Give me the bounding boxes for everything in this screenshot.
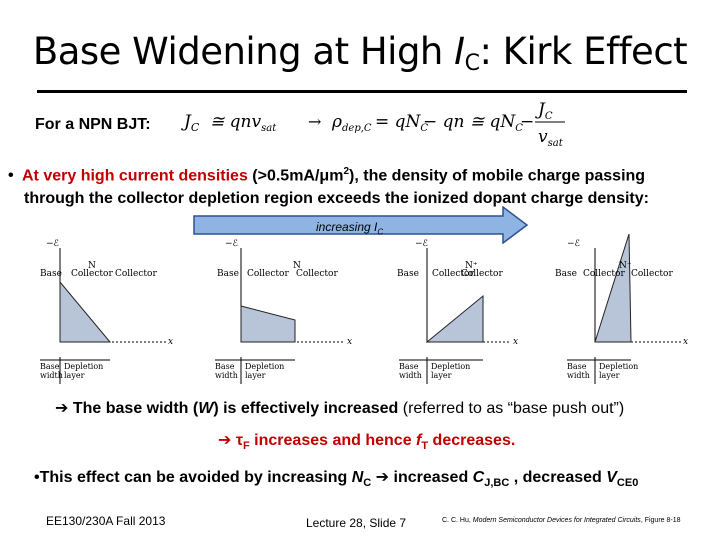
diagram-2-x-label: x xyxy=(347,337,352,347)
diagram-2-base: Base xyxy=(217,269,239,279)
diagram-3-collector2: Collector xyxy=(461,269,503,279)
slide-title: Base Widening at High IC: Kirk Effect xyxy=(32,30,688,76)
diagram-4-e-label: −ℰ xyxy=(567,239,581,249)
svg-text:Base: Base xyxy=(399,362,419,371)
eq-frac-num: JC xyxy=(535,100,553,122)
diagram-2-n-label: N xyxy=(293,261,301,271)
diagram-2: −ℰ x N Base Collector Collector Base wid… xyxy=(215,239,352,384)
increasing-ic-arrow xyxy=(193,206,528,244)
svg-text:layer: layer xyxy=(431,371,452,380)
svg-text:Base: Base xyxy=(215,362,235,371)
eq-rho: ρdep,C xyxy=(331,112,372,134)
bullet-kirk: • At very high current densities (>0.5mA/… xyxy=(8,166,649,208)
diagram-3-base: Base xyxy=(397,269,419,279)
avoid-note: •This effect can be avoided by increasin… xyxy=(34,469,639,490)
current-density-equation: JC ≅ qnvsat → ρdep,C = qNC − qn ≅ qNC − … xyxy=(181,100,565,148)
footer-slide-number: Lecture 28, Slide 7 xyxy=(306,516,407,530)
field-profile-diagrams: −ℰ x N Base Collector Collector Base wid… xyxy=(40,234,688,384)
svg-text:width: width xyxy=(567,371,590,380)
diagram-4-collector: Collector xyxy=(583,269,625,279)
eq-lhs: JC xyxy=(181,112,200,134)
svg-text:Depletion: Depletion xyxy=(245,362,284,371)
diagram-1-collector2: Collector xyxy=(115,269,157,279)
diagram-3-x-label: x xyxy=(513,337,518,347)
diagram-1: −ℰ x N Base Collector Collector Base wid… xyxy=(40,239,173,384)
diagram-1-e-label: −ℰ xyxy=(46,239,60,249)
svg-text:layer: layer xyxy=(245,371,266,380)
diagram-3-collector: Collector xyxy=(432,269,474,279)
svg-text:Depletion: Depletion xyxy=(599,362,638,371)
diagram-4-x-label: x xyxy=(683,337,688,347)
diagram-3-e-label: −ℰ xyxy=(415,239,429,249)
title-rule xyxy=(37,90,687,93)
diagram-2-collector: Collector xyxy=(247,269,289,279)
diagram-3: −ℰ x N⁺ Base Collector Collector Base wi… xyxy=(397,239,518,384)
diagram-1-depl-label: Depletion xyxy=(64,362,103,371)
svg-text:layer: layer xyxy=(599,371,620,380)
diagram-2-e-label: −ℰ xyxy=(225,239,239,249)
diagram-1-width-label: Base xyxy=(40,362,60,371)
diagram-1-collector: Collector xyxy=(71,269,113,279)
npn-label: For a NPN BJT: xyxy=(35,116,151,133)
diagram-4-collector2: Collector xyxy=(631,269,673,279)
svg-text:width: width xyxy=(399,371,422,380)
diagram-1-n-label: N xyxy=(88,261,96,271)
svg-text:width: width xyxy=(40,371,63,380)
diagram-4: −ℰ x N⁻ Base Collector Collector Base wi… xyxy=(555,234,688,384)
diagram-1-base: Base xyxy=(40,269,62,279)
diagram-4-n-label: N⁻ xyxy=(619,261,632,271)
svg-text:width: width xyxy=(215,371,238,380)
eq-qnv: ≅ qnvsat xyxy=(210,112,277,134)
conclusion-tau-ft: ➔ τF increases and hence fT decreases. xyxy=(218,432,516,453)
footer-reference: C. C. Hu, Modern Semiconductor Devices f… xyxy=(442,517,681,524)
eq-frac-den: vsat xyxy=(538,127,564,148)
eq-minus2: − xyxy=(520,112,534,132)
diagram-1-x-label: x xyxy=(168,337,173,347)
diagram-2-collector2: Collector xyxy=(296,269,338,279)
eq-arrow: → xyxy=(308,112,321,131)
footer-course: EE130/230A Fall 2013 xyxy=(46,514,166,528)
svg-text:Depletion: Depletion xyxy=(431,362,470,371)
eq-qnc: = qNC xyxy=(375,112,428,134)
conclusion-base-width: ➔ The base width (W) is effectively incr… xyxy=(55,400,625,417)
svg-text:Base: Base xyxy=(567,362,587,371)
diagram-3-n-label: N⁺ xyxy=(465,261,478,271)
eq-qn: − qn ≅ qNC xyxy=(423,112,523,134)
svg-text:layer: layer xyxy=(64,371,85,380)
arrow-label: increasing IC xyxy=(316,220,384,237)
diagram-4-base: Base xyxy=(555,269,577,279)
